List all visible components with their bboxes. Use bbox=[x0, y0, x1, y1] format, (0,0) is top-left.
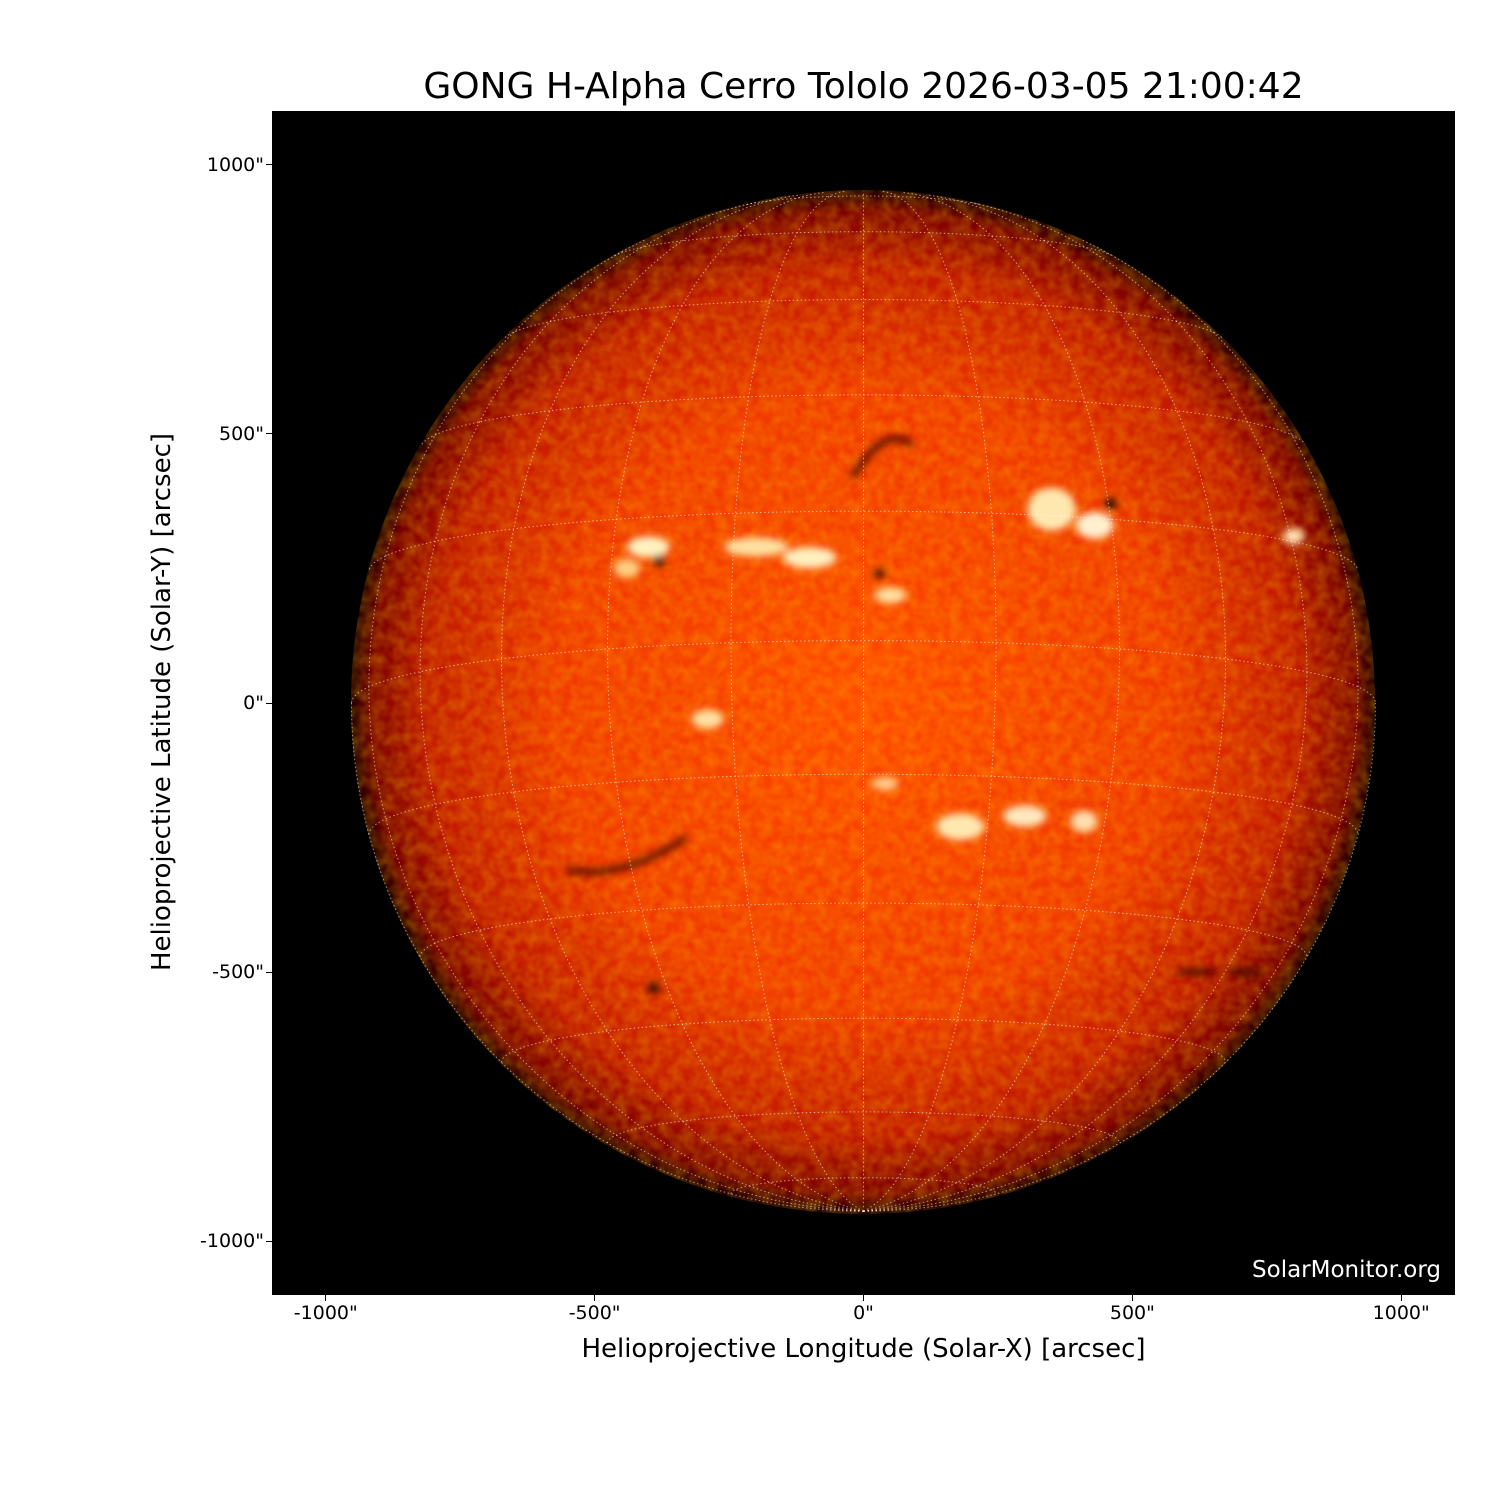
x-tick-label: 1000" bbox=[1372, 1302, 1430, 1324]
longitude-line bbox=[863, 201, 1308, 1212]
x-axis-label: Helioprojective Longitude (Solar-X) [arc… bbox=[581, 1334, 1146, 1364]
y-tick-label: -500" bbox=[212, 961, 264, 984]
plage bbox=[936, 813, 985, 841]
longitude-line bbox=[368, 238, 864, 1212]
filament bbox=[1226, 968, 1265, 976]
plage bbox=[613, 558, 641, 579]
solar-disk-image bbox=[351, 190, 1376, 1214]
plage bbox=[1075, 511, 1114, 539]
filament bbox=[1105, 498, 1117, 510]
y-tick-mark bbox=[266, 971, 272, 973]
plage bbox=[626, 536, 670, 558]
plage bbox=[782, 546, 837, 569]
longitude-line bbox=[501, 194, 864, 1212]
plage bbox=[1282, 528, 1305, 545]
longitude-line bbox=[607, 192, 864, 1212]
longitude-line bbox=[863, 192, 1120, 1212]
plage bbox=[871, 777, 899, 791]
active-regions bbox=[567, 436, 1305, 994]
longitude-line bbox=[730, 190, 864, 1212]
heliographic-grid bbox=[351, 190, 1376, 1212]
y-tick-label: 1000" bbox=[206, 153, 264, 176]
plot-area: SolarMonitor.org bbox=[272, 111, 1455, 1295]
longitude-line bbox=[863, 702, 1376, 1212]
y-axis-label: Helioprojective Latitude (Solar-Y) [arcs… bbox=[147, 432, 177, 972]
x-tick-label: -1000" bbox=[293, 1302, 358, 1324]
plage bbox=[1027, 487, 1076, 531]
y-tick-mark bbox=[266, 164, 272, 166]
plage bbox=[874, 587, 907, 604]
longitude-line bbox=[419, 201, 864, 1212]
x-tick-label: 0" bbox=[853, 1302, 874, 1324]
watermark: SolarMonitor.org bbox=[1252, 1257, 1441, 1283]
x-tick-mark bbox=[1131, 1295, 1133, 1301]
plage bbox=[1070, 810, 1098, 833]
longitude-line bbox=[863, 190, 997, 1212]
x-tick-mark bbox=[594, 1295, 596, 1301]
latitude-line bbox=[613, 231, 1114, 257]
latitude-line bbox=[746, 195, 981, 206]
plage bbox=[723, 537, 789, 557]
y-tick-label: 500" bbox=[218, 422, 264, 445]
x-tick-label: 500" bbox=[1109, 1302, 1155, 1324]
plage bbox=[1003, 805, 1047, 827]
filament bbox=[1175, 968, 1219, 976]
filament bbox=[567, 436, 914, 875]
longitude-line bbox=[351, 702, 864, 1212]
longitude-line bbox=[863, 238, 1359, 1212]
chart-title: GONG H-Alpha Cerro Tololo 2026-03-05 21:… bbox=[423, 66, 1304, 107]
filament bbox=[874, 569, 886, 579]
y-tick-mark bbox=[266, 702, 272, 704]
x-tick-mark bbox=[863, 1295, 864, 1301]
y-tick-mark bbox=[266, 1240, 272, 1242]
latitude-line bbox=[501, 1017, 1226, 1063]
longitude-line bbox=[863, 194, 1226, 1212]
filament bbox=[653, 555, 665, 566]
x-tick-label: -500" bbox=[568, 1302, 621, 1324]
x-tick-mark bbox=[325, 1295, 327, 1301]
y-tick-label: -1000" bbox=[200, 1230, 264, 1253]
y-tick-label: 0" bbox=[243, 692, 264, 714]
plage bbox=[691, 709, 724, 729]
latitude-line bbox=[730, 1177, 997, 1194]
y-tick-mark bbox=[266, 433, 272, 435]
x-tick-mark bbox=[1400, 1295, 1402, 1301]
filament bbox=[647, 982, 661, 994]
